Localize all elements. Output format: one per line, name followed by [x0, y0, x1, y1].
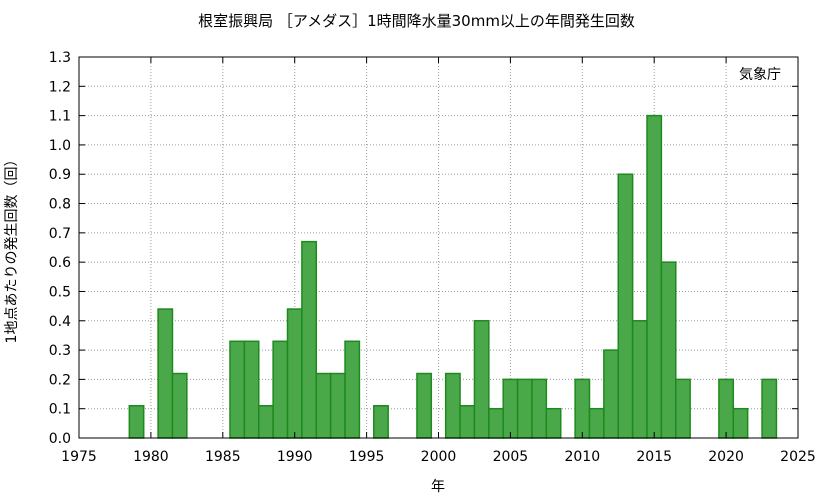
bar	[329, 372, 346, 439]
bar	[516, 378, 533, 439]
bar	[128, 405, 145, 439]
y-tick-label: 0.1	[49, 402, 71, 418]
bar	[675, 378, 691, 439]
x-tick-label: 1995	[349, 449, 385, 465]
bar	[660, 261, 677, 439]
bar	[373, 405, 389, 439]
x-tick-label: 1985	[205, 449, 241, 465]
x-tick-label: 2010	[564, 449, 600, 465]
x-tick-label: 2015	[636, 449, 672, 465]
bar	[243, 340, 260, 439]
source-annotation: 気象庁	[739, 67, 781, 83]
bar	[545, 407, 562, 439]
bar	[272, 340, 289, 439]
y-tick-label: 1.2	[49, 79, 71, 95]
bar	[459, 405, 476, 439]
bar	[588, 407, 605, 439]
bar	[502, 378, 519, 439]
bar	[488, 407, 504, 439]
y-tick-label: 0.5	[49, 284, 71, 300]
bar	[574, 378, 591, 439]
x-tick-label: 1980	[133, 449, 169, 465]
bar	[444, 372, 461, 439]
y-tick-label: 0.9	[49, 167, 71, 183]
x-tick-label: 1990	[277, 449, 313, 465]
x-tick-label: 2005	[493, 449, 529, 465]
y-tick-label: 1.0	[49, 138, 71, 154]
y-tick-label: 0.0	[49, 431, 71, 447]
x-tick-label: 2020	[708, 449, 744, 465]
bar	[157, 308, 174, 439]
x-axis-label: 年	[431, 479, 445, 495]
x-tick-label: 2025	[780, 449, 816, 465]
bar	[603, 349, 619, 439]
bar	[286, 308, 303, 439]
x-tick-label: 1975	[61, 449, 97, 465]
bar	[258, 405, 274, 439]
y-tick-label: 0.6	[49, 255, 71, 271]
y-tick-label: 0.3	[49, 343, 71, 359]
bar	[646, 114, 663, 439]
y-tick-label: 0.7	[49, 226, 71, 242]
y-tick-label: 1.1	[49, 109, 71, 125]
bar	[315, 372, 332, 439]
x-tick-label: 2000	[421, 449, 457, 465]
y-tick-label: 0.4	[49, 314, 71, 330]
bar	[301, 240, 318, 439]
bar	[531, 378, 548, 439]
bar	[732, 407, 749, 439]
y-tick-label: 1.3	[49, 50, 71, 66]
bar	[344, 340, 361, 439]
bar	[617, 173, 634, 439]
y-tick-label: 0.2	[49, 372, 71, 388]
y-tick-label: 0.8	[49, 197, 71, 213]
chart-title: 根室振興局 ［アメダス］1時間降水量30mm以上の年間発生回数	[198, 12, 635, 30]
bar	[718, 378, 735, 439]
bar	[171, 372, 188, 439]
bar	[473, 320, 490, 439]
bar	[631, 320, 648, 439]
bar	[416, 372, 433, 439]
bar	[229, 340, 246, 439]
bar	[761, 378, 778, 439]
